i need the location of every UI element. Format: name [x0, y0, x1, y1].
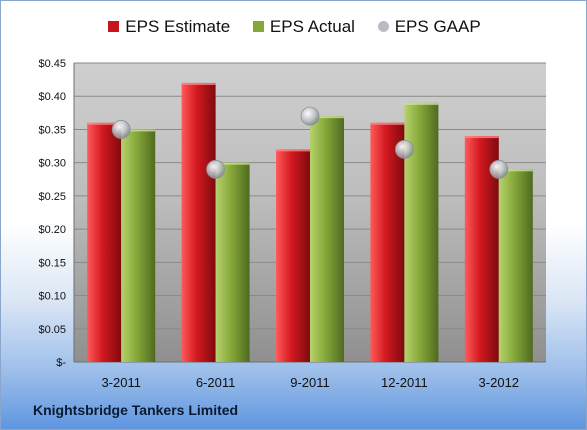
legend-item-eps-estimate: EPS Estimate — [108, 17, 230, 37]
legend-label-eps-estimate: EPS Estimate — [125, 17, 231, 36]
bar-top-highlight — [181, 82, 216, 85]
bar-estimate — [276, 149, 310, 362]
bar-top-highlight — [215, 162, 250, 165]
bar-actual — [215, 162, 250, 362]
bar-top-highlight — [464, 136, 499, 139]
x-tick-label: 3-2012 — [479, 375, 519, 390]
bar-top-highlight — [498, 169, 533, 172]
y-tick-label: $- — [56, 357, 66, 369]
bar-estimate — [181, 82, 216, 362]
bar-top-highlight — [87, 122, 122, 125]
bar-estimate — [370, 122, 405, 362]
y-tick-label: $0.45 — [38, 58, 66, 70]
legend-swatch-eps-gaap — [377, 21, 389, 32]
y-tick-label: $0.40 — [38, 91, 66, 103]
y-tick-label: $0.25 — [38, 191, 66, 203]
y-tick-label: $0.05 — [38, 324, 66, 336]
y-tick-label: $0.20 — [38, 224, 66, 236]
gaap-marker — [206, 159, 226, 179]
y-tick-label: $0.10 — [38, 291, 66, 303]
legend-item-eps-actual: EPS Actual — [252, 17, 355, 37]
gaap-marker — [300, 106, 320, 126]
x-tick-label: 3-2011 — [101, 375, 141, 390]
bar-actual — [498, 169, 533, 362]
bar-actual — [310, 116, 344, 363]
legend-swatch-eps-actual — [252, 21, 264, 32]
legend-swatch-eps-estimate — [108, 21, 120, 32]
bar-top-highlight — [404, 102, 439, 105]
bar-top-highlight — [310, 116, 344, 119]
bar-estimate — [87, 122, 122, 362]
gaap-marker — [111, 120, 131, 139]
legend-item-eps-gaap: EPS GAAP — [377, 17, 481, 37]
gaap-marker — [394, 139, 414, 159]
bar-actual — [121, 129, 156, 362]
legend: EPS Estimate EPS Actual EPS GAAP — [1, 17, 586, 37]
y-tick-label: $0.35 — [38, 124, 66, 136]
x-tick-label: 6-2011 — [196, 375, 236, 390]
bar-top-highlight — [121, 129, 156, 132]
x-tick-label: 9-2011 — [290, 375, 330, 390]
y-tick-label: $0.15 — [38, 257, 66, 269]
legend-label-eps-gaap: EPS GAAP — [394, 17, 481, 36]
x-tick-label: 12-2011 — [381, 375, 428, 390]
company-name: Knightsbridge Tankers Limited — [33, 402, 239, 418]
y-tick-label: $0.30 — [38, 158, 66, 170]
bar-top-highlight — [276, 149, 310, 152]
bar-top-highlight — [370, 122, 405, 125]
legend-label-eps-actual: EPS Actual — [269, 17, 355, 36]
gaap-marker — [489, 159, 509, 179]
